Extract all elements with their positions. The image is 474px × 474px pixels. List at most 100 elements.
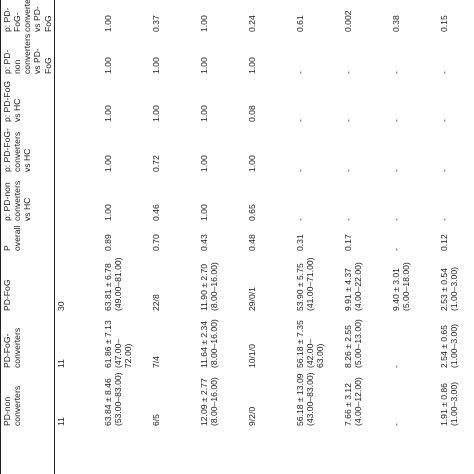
table-cell: - [391,71,402,74]
table-cell: 0.08 [247,105,258,122]
header-cell-pd-fog: PD-FoG [0,253,55,313]
table-cell: 1.00 [247,155,258,172]
header-cell-pd-non-converters: PD-non converters [0,370,55,428]
table-cell: 1.00 [199,155,210,172]
table-cell: 1.91 ± 0.86 (1.00–3.00) [439,382,460,426]
table-cell: 61.86 ± 7.13 (47.00–72.00) [103,320,134,368]
table-cell [246,428,294,474]
table-row: 63.84 ± 8.46 (53.00–83.00) 61.86 ± 7.13 (… [102,0,150,474]
table-cell: - [391,119,402,122]
header-cell-label [0,428,55,474]
table-cell: 0.43 [199,234,210,251]
table-cell: - [391,218,402,221]
table-cell [198,428,246,474]
table-cell: 2.53 ± 0.54 (1.00–3.00) [439,267,460,311]
header-cell-p-overall: P overall [0,223,55,253]
table-row: 11 11 30 [54,0,102,474]
table-cell: 7.66 ± 3.12 (4.00–12.00) [343,377,364,426]
table-cell: 1.00 [103,155,114,172]
table-cell: 29/0/1 [247,287,258,311]
table-cell: 30 [55,301,66,311]
table-row: 1.91 ± 0.86 (1.00–3.00) 2.54 ± 0.65 (1.00… [438,0,474,474]
table-cell: 0.38 [391,15,402,32]
table-cell: 9/2/0 [247,406,258,426]
table-cell: 9.91 ± 4.37 (4.00–22.00) [343,262,364,311]
table-cell [54,124,102,174]
table-cell: - [343,218,354,221]
table-cell: - [295,119,306,122]
table-cell: 0.12 [439,234,450,251]
table-cell: 56.18 ± 13.09 (43.00–83.00) [295,372,316,426]
table-cell [342,428,390,474]
table-cell [438,428,474,474]
table-cell: 56.18 ± 7.35 (42.00–63.00) [295,320,326,368]
table-cell: 0.65 [247,204,258,221]
table-cell: 1.00 [199,57,210,74]
table-cell [54,0,102,34]
table-cell: 1.00 [151,57,162,74]
header-cell-p-fogconv-vs-fog: p: PD-FoG-converters vs PD-FoG [0,0,55,34]
table-cell: 0.17 [343,234,354,251]
table-cell: - [391,169,402,172]
table-cell: 1.00 [199,15,210,32]
table-cell [294,428,342,474]
table-cell: 11.64 ± 2.34 (8.00–16.00) [199,319,220,368]
table-cell: - [391,423,402,426]
table-cell: 63.81 ± 6.78 (49.00–81.00) [103,257,124,311]
header-cell-p-nonconv-vs-fog: p: PD-non converters vs PD-FoG [0,33,55,76]
table-cell: 1.00 [199,105,210,122]
table-cell: 0.46 [151,204,162,221]
table-cell: 0.72 [151,155,162,172]
table-cell: 11 [55,359,66,368]
table-cell: 1.00 [103,15,114,32]
table-cell: 0.37 [151,15,162,32]
table-cell: 8.26 ± 2.55 (5.00–13.00) [343,319,364,368]
table-cell: 0.24 [247,15,258,32]
table-cell: 0.61 [295,15,306,32]
table-cell: - [439,218,450,221]
table-row: 56.18 ± 13.09 (43.00–83.00) 56.18 ± 7.35 … [294,0,342,474]
table-cell [54,76,102,124]
table-cell: 1.00 [151,105,162,122]
table-cell: - [343,119,354,122]
table-cell: 0.70 [151,234,162,251]
table-cell: 11 [55,417,66,426]
table-row: - - 9.40 ± 3.01 (5.00–18.00) - - - - - 0.38 [390,0,438,474]
table-header-row: PD-non converters PD-FoG-converters PD-F… [0,0,55,474]
table-cell: - [439,169,450,172]
table-cell: 12.09 ± 2.77 (8.00–16.00) [199,377,220,426]
table-cell: - [391,248,402,251]
table-cell: 2.54 ± 0.65 (1.00–3.00) [439,324,460,368]
table-cell: - [343,71,354,74]
table-cell [54,34,102,76]
table-cell: 9.40 ± 3.01 (5.00–18.00) [391,262,412,311]
table-cell: - [295,218,306,221]
table-cell: - [343,169,354,172]
table-cell: 11.90 ± 2.70 (8.00–16.00) [199,262,220,311]
table-cell: - [295,169,306,172]
table-cell: 1.00 [247,57,258,74]
table-row: 9/2/0 10/1/0 29/0/1 0.48 0.65 1.00 0.08 1.00 0.2… [246,0,294,474]
table-cell [54,428,102,474]
header-cell-pd-fog-converters: PD-FoG-converters [0,313,55,370]
table-cell: 63.84 ± 8.46 (53.00–83.00) [103,372,124,426]
table-cell: 10/1/0 [247,344,258,368]
table-cell [54,174,102,223]
table-row: 6/5 7/4 22/8 0.70 0.46 0.72 1.00 1.00 0.37 [150,0,198,474]
table-cell: 1.00 [199,204,210,221]
table-cell: 1.00 [103,57,114,74]
table-cell: - [391,365,402,368]
table-body: 11 11 30 63.84 ± 8.46 (53.00–83.00) 61.86 ± … [54,0,474,474]
table-cell [54,223,102,253]
table-cell: 0.002 [343,10,354,32]
table-cell: 7/4 [151,356,162,368]
header-cell-p-nonconv-vs-hc: p: PD-non converters vs HC [0,174,55,223]
table-cell: 1.00 [103,204,114,221]
header-cell-p-fog-vs-hc: p: PD-FoG vs HC [0,76,55,124]
table-cell: 53.90 ± 5.75 (41.00–71.00) [295,257,316,311]
header-cell-p-fogconv-vs-hc: p: PD-FoG-converters vs HC [0,124,55,174]
table-cell: 22/8 [151,294,162,311]
